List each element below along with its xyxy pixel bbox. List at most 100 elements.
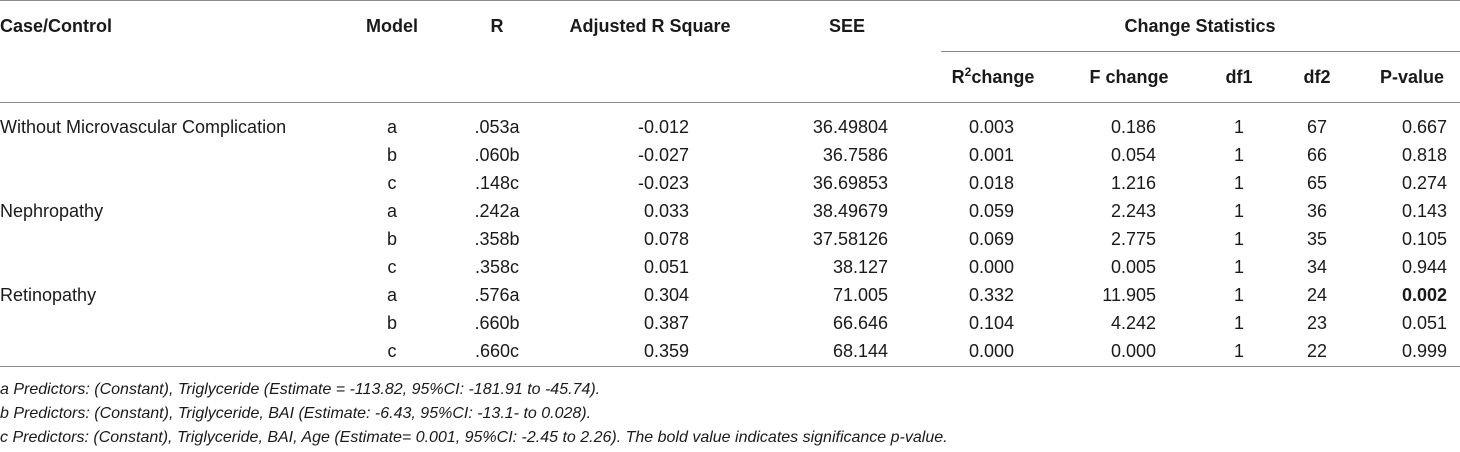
cell-df1: 1 [1233,229,1245,249]
cell-adjusted-r-square: 0.387 [643,313,689,333]
cell-r: .660c [474,341,520,361]
cell-df1: 1 [1233,285,1245,305]
cell-df1: 1 [1233,201,1245,221]
cell-f-change: 1.216 [1110,173,1156,193]
cell-df1: 1 [1233,173,1245,193]
cell-f-change: 11.905 [1102,285,1156,305]
cell-f-change: 4.242 [1110,313,1156,333]
cell-adjusted-r-square: 0.033 [643,201,689,221]
cell-r: .053a [474,117,520,137]
cell-r2-change: 0.104 [968,313,1014,333]
cell-adjusted-r-square: 0.304 [643,285,689,305]
header-f-change: F change [1089,67,1169,87]
cell-f-change: 0.186 [1110,117,1156,137]
header-case-control: Case/Control [0,16,113,36]
cell-model: b [386,313,398,333]
cell-df1: 1 [1233,257,1245,277]
cell-df2: 36 [1306,201,1328,221]
header-change-statistics: Change Statistics [1124,16,1276,36]
cell-r: .148c [474,173,520,193]
cell-model: b [386,229,398,249]
cell-p-value: 0.944 [1401,257,1447,277]
cell-model: a [386,285,398,305]
cell-r2-change: 0.000 [968,257,1014,277]
cell-see: 71.005 [832,285,888,305]
cell-r: .060b [474,145,520,165]
cell-see: 38.127 [832,257,888,277]
cell-r2-change: 0.018 [968,173,1014,193]
cell-df2: 35 [1306,229,1328,249]
cell-p-value: 0.051 [1401,313,1447,333]
header-bottom-rule [0,102,1460,103]
cell-p-value: 0.002 [1401,285,1447,305]
cell-df2: 23 [1306,313,1328,333]
cell-df2: 66 [1306,145,1328,165]
cell-p-value: 0.274 [1401,173,1447,193]
cell-r2-change: 0.069 [968,229,1014,249]
cell-r: .660b [474,313,520,333]
header-p-value: P-value [1379,67,1445,87]
cell-df1: 1 [1233,145,1245,165]
cell-f-change: 2.775 [1110,229,1156,249]
cell-see: 66.646 [832,313,888,333]
cell-adjusted-r-square: 0.078 [643,229,689,249]
cell-model: c [387,257,397,277]
cell-df2: 22 [1306,341,1328,361]
cell-see: 68.144 [832,341,888,361]
cell-p-value: 0.143 [1401,201,1447,221]
cell-adjusted-r-square: -0.023 [637,173,689,193]
cell-model: c [387,341,397,361]
cell-see: 38.49679 [812,201,888,221]
cell-f-change: 0.054 [1110,145,1156,165]
cell-see: 36.49804 [812,117,888,137]
footnote-c: c Predictors: (Constant), Triglyceride, … [0,429,948,446]
header-df1: df1 [1225,67,1253,87]
footnote-a: a Predictors: (Constant), Triglyceride (… [0,381,601,398]
cell-r: .358b [474,229,520,249]
cell-r: .242a [474,201,520,221]
header-r2-change: R2change [952,66,1035,88]
cell-df2: 24 [1306,285,1328,305]
footnote-b: b Predictors: (Constant), Triglyceride, … [0,405,592,422]
group-label: Retinopathy [0,285,97,305]
group-label: Without Microvascular Complication [0,117,287,137]
header-df2: df2 [1303,67,1331,87]
header-see: SEE [828,16,866,36]
cell-model: a [386,201,398,221]
cell-p-value: 0.105 [1401,229,1447,249]
header-model: Model [366,16,418,36]
cell-adjusted-r-square: 0.359 [643,341,689,361]
group-label: Nephropathy [0,201,104,221]
cell-f-change: 2.243 [1110,201,1156,221]
header-r2-change-base: R [951,67,965,87]
cell-model: c [387,173,397,193]
cell-p-value: 0.999 [1401,341,1447,361]
cell-f-change: 0.000 [1110,341,1156,361]
cell-p-value: 0.818 [1401,145,1447,165]
change-statistics-rule [941,51,1460,52]
cell-df1: 1 [1233,341,1245,361]
cell-adjusted-r-square: 0.051 [643,257,689,277]
cell-df2: 34 [1306,257,1328,277]
cell-r2-change: 0.003 [968,117,1014,137]
cell-r: .358c [474,257,520,277]
cell-df2: 65 [1306,173,1328,193]
header-adjusted-r-square: Adjusted R Square [569,16,731,36]
header-r2-change-tail: change [971,67,1035,87]
cell-df1: 1 [1233,313,1245,333]
table-top-rule [0,0,1460,1]
table-bottom-rule [0,366,1460,367]
cell-f-change: 0.005 [1110,257,1156,277]
cell-adjusted-r-square: -0.027 [637,145,689,165]
cell-r2-change: 0.059 [968,201,1014,221]
cell-df2: 67 [1306,117,1328,137]
cell-see: 36.7586 [822,145,888,165]
cell-r: .576a [474,285,520,305]
cell-df1: 1 [1233,117,1245,137]
cell-model: b [386,145,398,165]
cell-r2-change: 0.332 [968,285,1014,305]
cell-r2-change: 0.001 [968,145,1014,165]
cell-adjusted-r-square: -0.012 [637,117,689,137]
cell-r2-change: 0.000 [968,341,1014,361]
header-r2-change-sup: 2 [964,65,972,79]
